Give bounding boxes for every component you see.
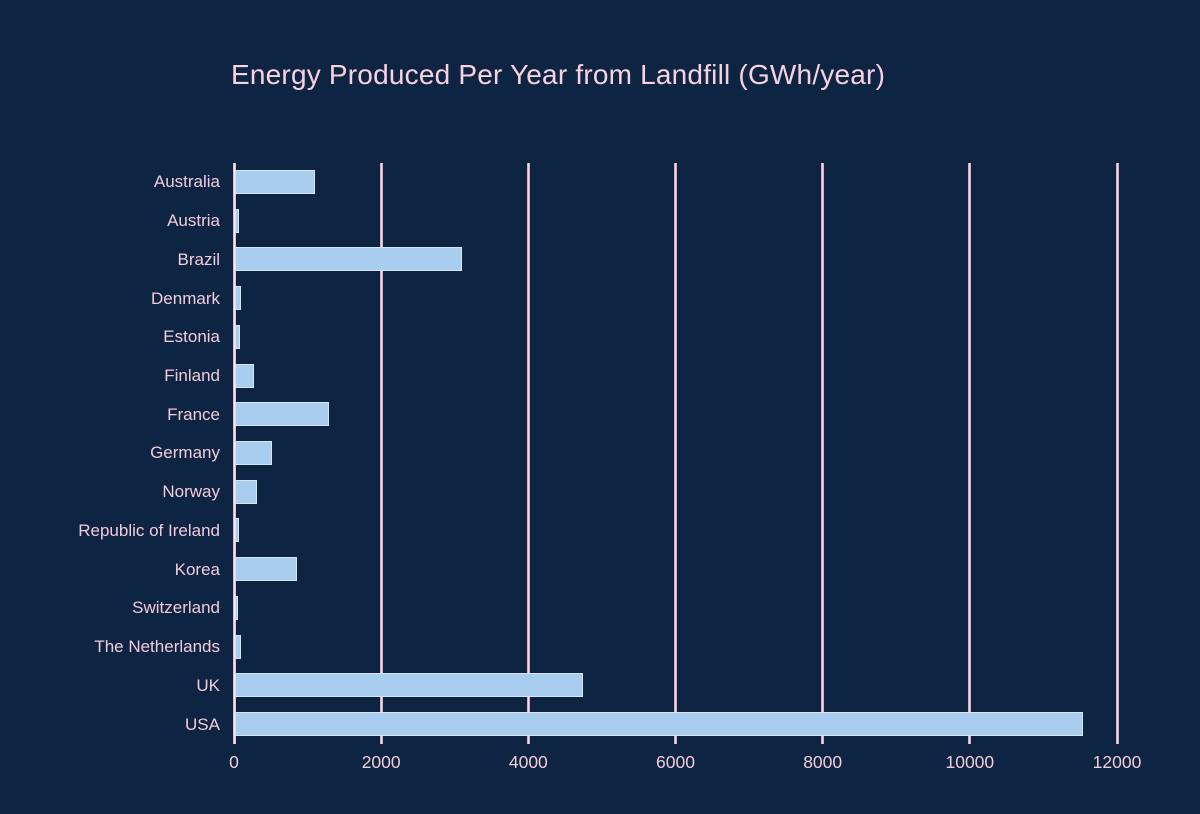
category-label: Korea — [174, 559, 220, 579]
x-tick-label: 4000 — [508, 752, 548, 772]
gridline-4000 — [526, 163, 530, 744]
category-label: France — [167, 404, 220, 424]
category-label: Finland — [164, 366, 220, 386]
category-label: Norway — [162, 482, 220, 502]
x-tick-label: 10000 — [945, 752, 995, 772]
category-label: Estonia — [163, 327, 220, 347]
category-label: Australia — [153, 172, 220, 192]
bar-brazil — [235, 247, 463, 272]
category-label: USA — [185, 714, 220, 734]
bar-denmark — [235, 286, 241, 311]
category-label: Switzerland — [132, 598, 220, 618]
bar-usa — [235, 712, 1084, 737]
bar-norway — [235, 479, 257, 504]
plot-area — [232, 163, 1119, 744]
x-tick-label: 8000 — [803, 752, 843, 772]
bar-austria — [235, 208, 240, 233]
x-tick-label: 0 — [229, 752, 239, 772]
category-label: Denmark — [151, 288, 220, 308]
gridline-10000 — [968, 163, 972, 744]
bar-uk — [235, 673, 583, 698]
category-label: Brazil — [177, 249, 220, 269]
bar-republic-of-ireland — [235, 518, 240, 543]
bar-korea — [235, 557, 298, 582]
category-label: The Netherlands — [94, 637, 220, 657]
bar-germany — [235, 441, 272, 465]
x-tick-label: 2000 — [361, 752, 401, 772]
chart-title: Energy Produced Per Year from Landfill (… — [231, 59, 886, 90]
category-label: Germany — [150, 443, 220, 463]
gridline-2000 — [379, 163, 383, 744]
y-axis-line — [233, 163, 236, 744]
gridline-8000 — [821, 163, 825, 744]
bar-australia — [235, 169, 315, 194]
gridline-12000 — [1115, 163, 1119, 744]
bar-the-netherlands — [235, 634, 242, 659]
category-label: UK — [196, 675, 220, 695]
bar-estonia — [235, 324, 240, 349]
bar-switzerland — [235, 595, 239, 620]
bar-finland — [235, 363, 254, 388]
category-label: Austria — [167, 211, 220, 231]
category-label: Republic of Ireland — [78, 520, 220, 540]
gridline-6000 — [674, 163, 677, 744]
bar-france — [235, 402, 329, 427]
x-tick-label: 6000 — [656, 752, 695, 772]
x-tick-label: 12000 — [1092, 752, 1142, 772]
